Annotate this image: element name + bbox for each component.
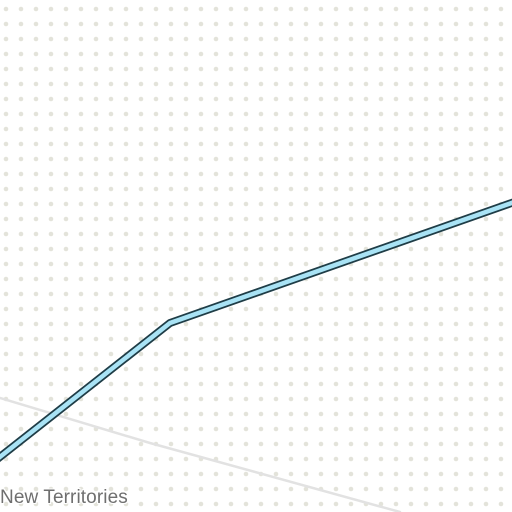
place-label-new-territories[interactable]: New Territories xyxy=(0,487,128,508)
highway-fill xyxy=(0,200,512,460)
